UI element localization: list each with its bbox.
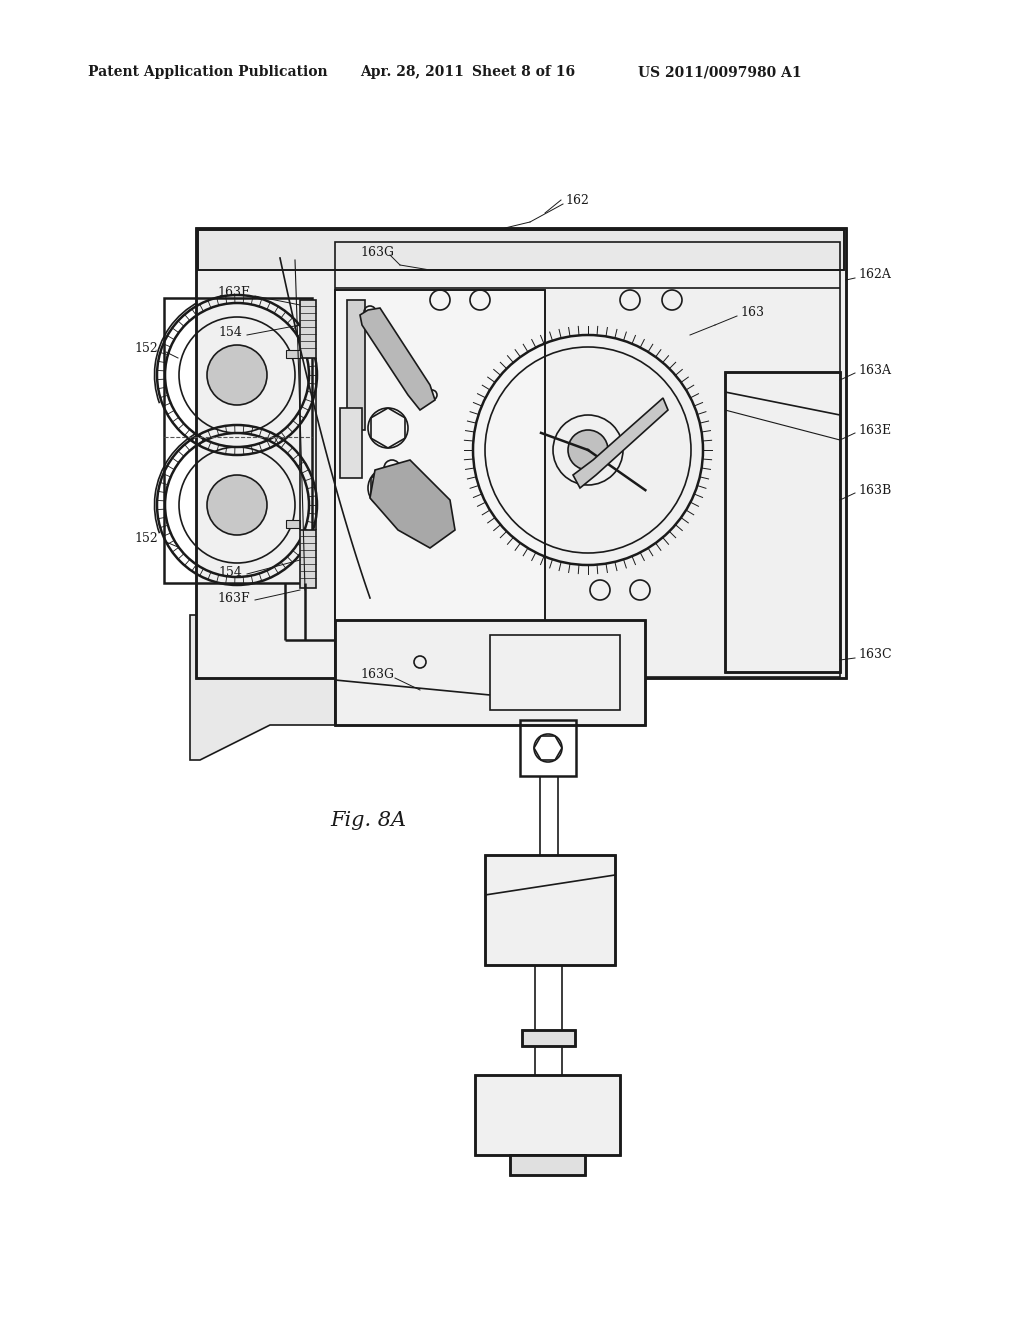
Text: 163: 163: [740, 306, 764, 319]
Text: Fig. 8A: Fig. 8A: [330, 810, 407, 829]
Bar: [520, 719, 575, 776]
Text: 152: 152: [134, 532, 158, 545]
Text: Patent Application Publication: Patent Application Publication: [88, 65, 328, 79]
Text: 154: 154: [218, 565, 242, 578]
Bar: [475, 1074, 620, 1155]
Bar: [198, 230, 844, 271]
Bar: [286, 520, 300, 528]
Bar: [340, 408, 362, 478]
Text: 163B: 163B: [858, 483, 891, 496]
Text: 152: 152: [134, 342, 158, 355]
Bar: [725, 372, 840, 672]
Text: 162A: 162A: [858, 268, 891, 281]
Bar: [510, 1155, 585, 1175]
Bar: [335, 620, 645, 725]
Bar: [335, 242, 840, 677]
Text: 154: 154: [218, 326, 242, 338]
Text: 163G: 163G: [360, 246, 394, 259]
Text: 163F: 163F: [217, 591, 250, 605]
Bar: [522, 1030, 575, 1045]
Bar: [164, 298, 312, 583]
Bar: [335, 620, 645, 725]
Bar: [475, 1074, 620, 1155]
Text: 163E: 163E: [858, 424, 891, 437]
Text: 163F: 163F: [217, 286, 250, 300]
Bar: [196, 228, 846, 678]
Bar: [196, 228, 846, 678]
Circle shape: [207, 475, 267, 535]
Bar: [522, 1030, 575, 1045]
Bar: [490, 635, 620, 710]
Text: Apr. 28, 2011: Apr. 28, 2011: [360, 65, 464, 79]
Bar: [725, 372, 840, 672]
Bar: [335, 290, 545, 630]
Polygon shape: [360, 308, 435, 411]
Circle shape: [568, 430, 608, 470]
Bar: [347, 300, 365, 430]
Circle shape: [207, 345, 267, 405]
Polygon shape: [370, 459, 455, 548]
Bar: [485, 855, 615, 965]
Bar: [300, 300, 316, 358]
Text: US 2011/0097980 A1: US 2011/0097980 A1: [638, 65, 802, 79]
Bar: [198, 230, 844, 271]
Bar: [335, 290, 545, 630]
Polygon shape: [573, 399, 668, 488]
Bar: [485, 855, 615, 965]
Text: Sheet 8 of 16: Sheet 8 of 16: [472, 65, 575, 79]
Bar: [510, 1155, 585, 1175]
Text: 163C: 163C: [858, 648, 892, 661]
Polygon shape: [190, 615, 335, 760]
Text: 163G: 163G: [360, 668, 394, 681]
Bar: [300, 531, 316, 587]
Text: 163A: 163A: [858, 363, 891, 376]
Text: 162: 162: [565, 194, 589, 206]
Bar: [286, 350, 300, 358]
